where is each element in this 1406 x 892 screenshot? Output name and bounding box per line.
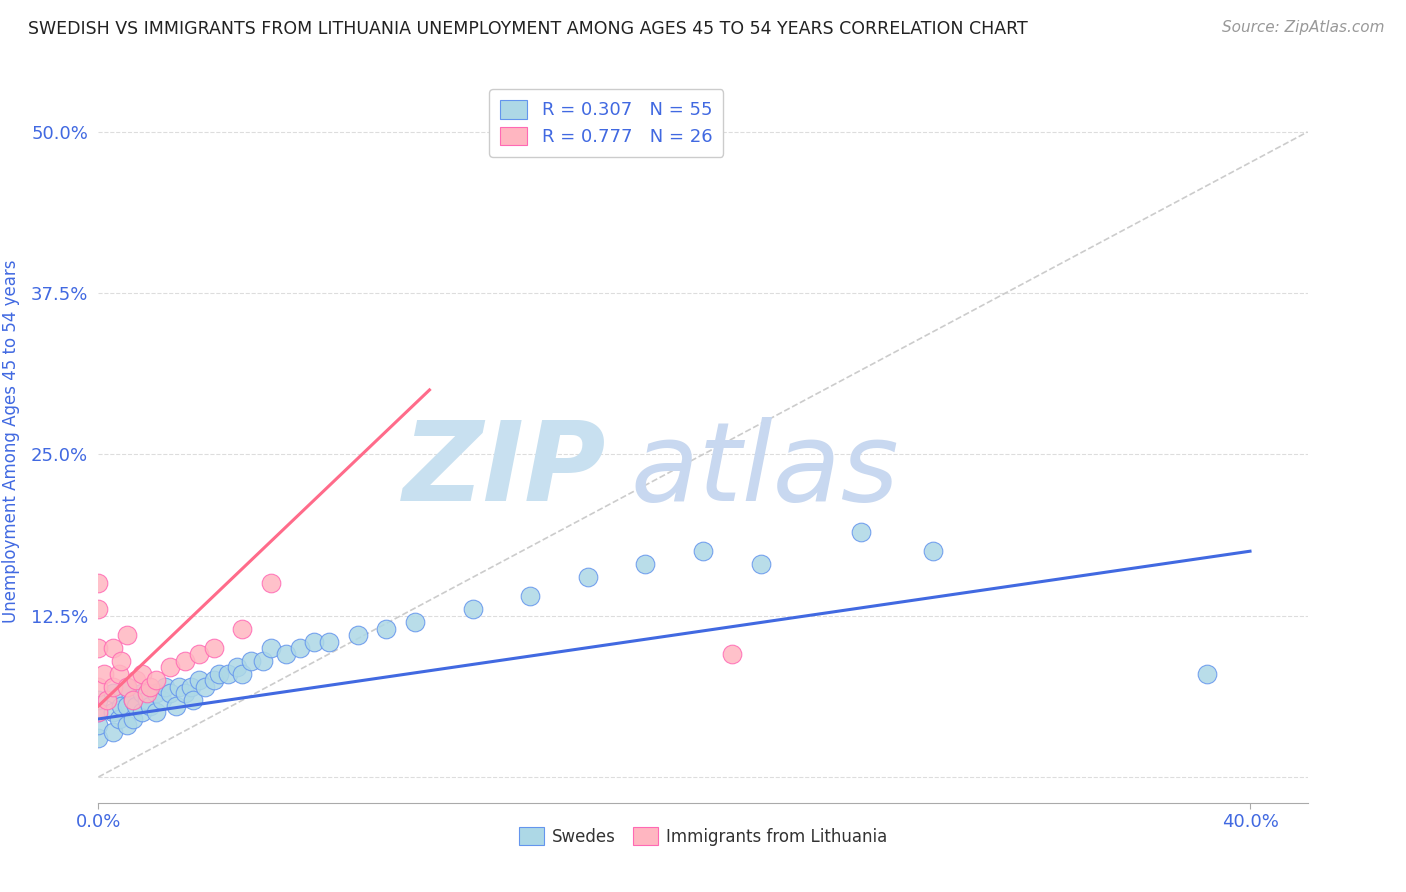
- Point: [115, 628, 138, 642]
- Point: [145, 706, 167, 720]
- Point: [136, 692, 159, 706]
- Point: [194, 680, 217, 694]
- Point: [87, 576, 110, 591]
- Point: [634, 557, 657, 571]
- Text: atlas: atlas: [630, 417, 898, 524]
- Point: [240, 654, 263, 668]
- Point: [107, 666, 129, 681]
- Point: [87, 718, 110, 732]
- Point: [122, 692, 145, 706]
- Point: [346, 628, 368, 642]
- Point: [87, 706, 110, 720]
- Point: [136, 686, 159, 700]
- Point: [87, 706, 110, 720]
- Point: [145, 686, 167, 700]
- Point: [110, 654, 132, 668]
- Point: [183, 692, 205, 706]
- Point: [173, 686, 195, 700]
- Point: [87, 640, 110, 655]
- Point: [252, 654, 274, 668]
- Point: [1195, 666, 1218, 681]
- Y-axis label: Unemployment Among Ages 45 to 54 years: Unemployment Among Ages 45 to 54 years: [1, 260, 20, 624]
- Legend: Swedes, Immigrants from Lithuania: Swedes, Immigrants from Lithuania: [512, 821, 894, 852]
- Point: [125, 699, 148, 714]
- Point: [720, 648, 742, 662]
- Point: [87, 680, 110, 694]
- Point: [131, 686, 153, 700]
- Point: [288, 640, 311, 655]
- Point: [165, 699, 187, 714]
- Point: [159, 660, 181, 674]
- Point: [87, 692, 110, 706]
- Point: [231, 622, 253, 636]
- Point: [101, 640, 124, 655]
- Point: [188, 673, 211, 688]
- Point: [304, 634, 326, 648]
- Point: [101, 724, 124, 739]
- Point: [145, 673, 167, 688]
- Point: [225, 660, 247, 674]
- Point: [208, 666, 231, 681]
- Point: [519, 590, 541, 604]
- Point: [131, 706, 153, 720]
- Point: [115, 718, 138, 732]
- Point: [461, 602, 484, 616]
- Point: [96, 692, 118, 706]
- Text: Source: ZipAtlas.com: Source: ZipAtlas.com: [1222, 20, 1385, 35]
- Point: [131, 666, 153, 681]
- Text: ZIP: ZIP: [402, 417, 606, 524]
- Text: SWEDISH VS IMMIGRANTS FROM LITHUANIA UNEMPLOYMENT AMONG AGES 45 TO 54 YEARS CORR: SWEDISH VS IMMIGRANTS FROM LITHUANIA UNE…: [28, 20, 1028, 37]
- Point: [922, 544, 945, 558]
- Point: [115, 680, 138, 694]
- Point: [122, 692, 145, 706]
- Point: [260, 576, 283, 591]
- Point: [87, 602, 110, 616]
- Point: [576, 570, 599, 584]
- Point: [159, 686, 181, 700]
- Point: [851, 524, 873, 539]
- Point: [188, 648, 211, 662]
- Point: [139, 680, 162, 694]
- Point: [122, 712, 145, 726]
- Point: [217, 666, 239, 681]
- Point: [231, 666, 253, 681]
- Point: [153, 680, 176, 694]
- Point: [115, 699, 138, 714]
- Point: [167, 680, 190, 694]
- Point: [125, 673, 148, 688]
- Point: [173, 654, 195, 668]
- Point: [260, 640, 283, 655]
- Point: [110, 699, 132, 714]
- Point: [180, 680, 202, 694]
- Point: [101, 680, 124, 694]
- Point: [139, 699, 162, 714]
- Point: [87, 731, 110, 746]
- Point: [202, 640, 225, 655]
- Point: [101, 686, 124, 700]
- Point: [202, 673, 225, 688]
- Point: [318, 634, 340, 648]
- Point: [404, 615, 426, 630]
- Point: [150, 692, 173, 706]
- Point: [93, 666, 115, 681]
- Point: [274, 648, 297, 662]
- Point: [749, 557, 772, 571]
- Point: [107, 712, 129, 726]
- Point: [692, 544, 714, 558]
- Point: [375, 622, 398, 636]
- Point: [115, 680, 138, 694]
- Point: [101, 706, 124, 720]
